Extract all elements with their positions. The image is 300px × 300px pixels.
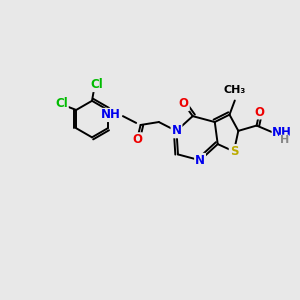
Text: H: H: [280, 135, 289, 145]
Text: O: O: [254, 106, 265, 118]
Text: S: S: [230, 145, 238, 158]
Text: CH₃: CH₃: [224, 85, 246, 95]
Text: N: N: [195, 154, 205, 167]
Text: Cl: Cl: [90, 78, 103, 91]
Text: N: N: [172, 124, 182, 137]
Text: NH: NH: [101, 109, 121, 122]
Text: O: O: [132, 133, 142, 146]
Text: O: O: [179, 97, 189, 110]
Text: NH: NH: [272, 126, 292, 139]
Text: Cl: Cl: [55, 97, 68, 110]
